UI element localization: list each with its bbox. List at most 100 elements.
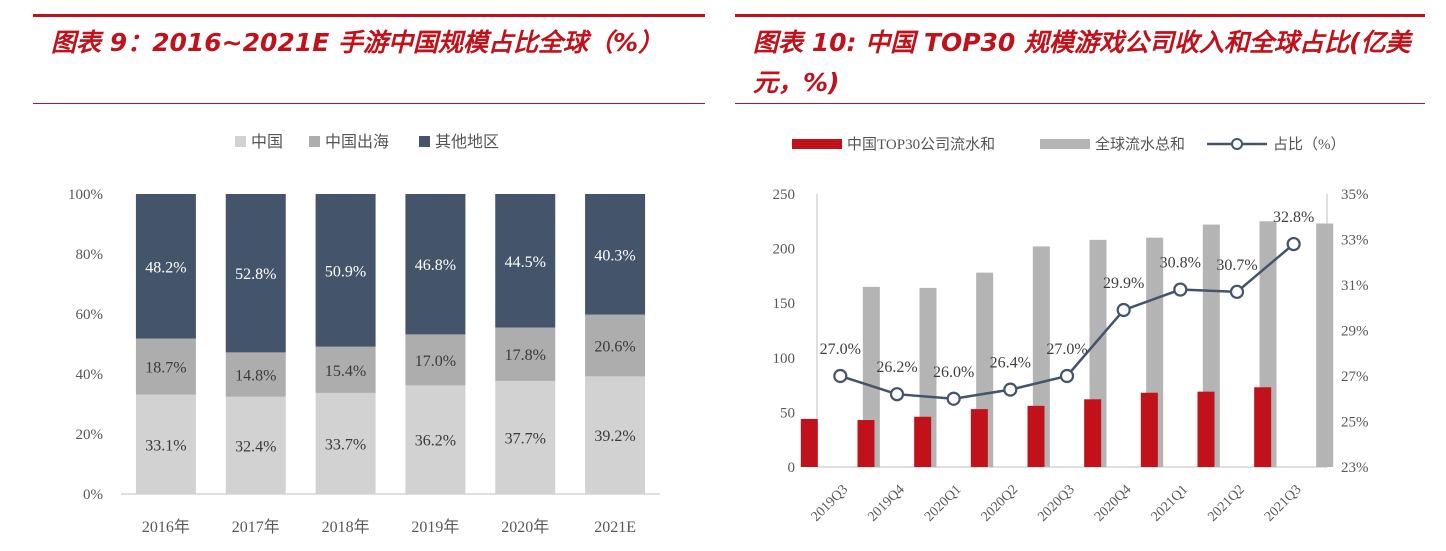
y-tick-label: 100% <box>68 187 103 203</box>
share-point <box>1003 382 1018 397</box>
y-tick-label: 60% <box>76 307 104 323</box>
data-label: 36.2% <box>415 433 456 450</box>
title-bottom-rule <box>33 103 705 104</box>
stacked-bar-chart: 中国 中国出海 其他地区 0% 20% 40% 60% 80% 100% 33.1% 18.7% 48… <box>68 133 660 536</box>
data-label: 17.8% <box>505 347 546 364</box>
bar-segment-1 <box>135 394 196 494</box>
y-left-tick-label: 100 <box>773 351 796 367</box>
y-right-tick-label: 33% <box>1341 233 1369 249</box>
data-label: 39.2% <box>594 428 635 445</box>
bar-global-total <box>1316 223 1334 467</box>
y-right-tick-label: 25% <box>1341 415 1369 431</box>
x-tick-label: 2020年 <box>501 518 549 536</box>
y-tick-label: 40% <box>76 367 104 383</box>
data-label: 52.8% <box>235 266 276 283</box>
legend-swatch-2 <box>1040 139 1090 149</box>
share-data-label: 30.7% <box>1216 257 1257 274</box>
data-label: 14.8% <box>235 368 276 385</box>
bar-segment-1 <box>495 380 556 494</box>
bar-china-top30 <box>914 416 932 467</box>
y-right-tick-label: 27% <box>1341 369 1369 385</box>
x-tick-label: 2020Q3 <box>1035 482 1078 525</box>
bar-segment-3 <box>225 194 286 353</box>
bar-segment-2 <box>405 334 466 386</box>
bar-china-top30 <box>1027 405 1045 467</box>
title-bottom-rule <box>735 103 1425 104</box>
legend-label-3: 占比（%） <box>1273 136 1346 153</box>
data-label: 15.4% <box>325 363 366 380</box>
share-data-label: 30.8% <box>1160 255 1201 272</box>
share-point <box>946 391 961 406</box>
bar-segment-1 <box>225 396 286 494</box>
x-tick-label: 2018年 <box>322 518 370 536</box>
title-top-rule <box>33 14 705 17</box>
data-label: 17.0% <box>415 353 456 370</box>
y-tick-label: 20% <box>76 427 104 443</box>
bar-segment-2 <box>135 338 196 395</box>
y-left-tick-label: 50 <box>780 405 795 421</box>
legend-swatch-1 <box>792 139 842 149</box>
x-tick-label: 2021E <box>594 519 636 536</box>
x-tick-label: 2021Q3 <box>1262 482 1305 525</box>
data-label: 37.7% <box>505 430 546 447</box>
x-tick-label: 2016年 <box>142 518 190 536</box>
legend-label-2: 全球流水总和 <box>1095 135 1185 153</box>
share-data-label: 29.9% <box>1103 275 1144 292</box>
bar-segment-2 <box>495 327 556 381</box>
y-tick-label: 0% <box>83 487 103 503</box>
share-data-label: 27.0% <box>820 341 861 358</box>
bar-segment-2 <box>225 352 286 397</box>
share-point <box>1116 302 1131 318</box>
y-left-tick-label: 200 <box>773 242 796 258</box>
data-label: 20.6% <box>594 339 635 356</box>
bar-segment-1 <box>315 392 376 494</box>
share-point <box>889 387 905 402</box>
y-right-tick-label: 31% <box>1341 278 1369 294</box>
bar-segment-3 <box>585 194 646 315</box>
combo-bar-line-chart: 中国TOP30公司流水和 全球流水总和 占比（%） 0 50 100 150 200 250 23… <box>773 135 1369 525</box>
share-point <box>1229 284 1245 299</box>
bar-china-top30 <box>1197 391 1215 467</box>
bar-segment-3 <box>405 194 466 335</box>
share-point <box>833 368 848 384</box>
bar-segment-1 <box>585 376 646 494</box>
y-tick-label: 80% <box>76 247 104 263</box>
y-right-tick-label: 23% <box>1341 460 1369 476</box>
share-data-label: 26.0% <box>933 364 974 381</box>
bar-segment-2 <box>585 314 646 377</box>
data-label: 33.1% <box>145 437 186 454</box>
data-label: 33.7% <box>325 436 366 453</box>
chart-title: 图表 10: 中国 TOP30 规模游戏公司收入和全球占比(亿美元，%) <box>753 28 1411 97</box>
chart-title: 图表 9：2016~2021E 手游中国规模占比全球（%） <box>51 28 664 57</box>
share-data-label: 26.2% <box>876 359 917 376</box>
share-point <box>1173 282 1188 297</box>
legend-swatch-1 <box>235 136 246 147</box>
bar-segment-3 <box>135 194 196 339</box>
x-tick-label: 2017年 <box>232 518 280 536</box>
legend-swatch-2 <box>309 136 320 147</box>
data-label: 18.7% <box>145 360 186 377</box>
y-left-tick-label: 150 <box>773 296 796 312</box>
data-label: 44.5% <box>505 254 546 271</box>
y-left-tick-label: 250 <box>773 187 796 203</box>
data-label: 32.4% <box>235 438 276 455</box>
legend-swatch-3 <box>419 136 430 147</box>
bar-segment-3 <box>495 194 556 328</box>
legend-label-1: 中国 <box>251 133 283 151</box>
share-data-label: 32.8% <box>1273 209 1314 226</box>
x-tick-label: 2020Q2 <box>979 482 1022 525</box>
x-tick-label: 2021Q1 <box>1149 482 1192 525</box>
bar-china-top30 <box>1140 392 1158 467</box>
title-top-rule <box>735 14 1425 17</box>
x-tick-label: 2021Q2 <box>1205 482 1248 525</box>
x-tick-label: 2020Q4 <box>1092 482 1135 525</box>
bar-china-top30 <box>800 418 818 467</box>
legend-marker-3 <box>1231 138 1243 150</box>
x-tick-label: 2019Q3 <box>809 482 852 525</box>
legend-label-3: 其他地区 <box>435 133 499 151</box>
y-right-tick-label: 29% <box>1341 324 1369 340</box>
data-label: 46.8% <box>415 257 456 274</box>
bar-china-top30 <box>857 420 875 467</box>
legend-label-2: 中国出海 <box>325 133 389 151</box>
data-label: 50.9% <box>325 263 366 280</box>
